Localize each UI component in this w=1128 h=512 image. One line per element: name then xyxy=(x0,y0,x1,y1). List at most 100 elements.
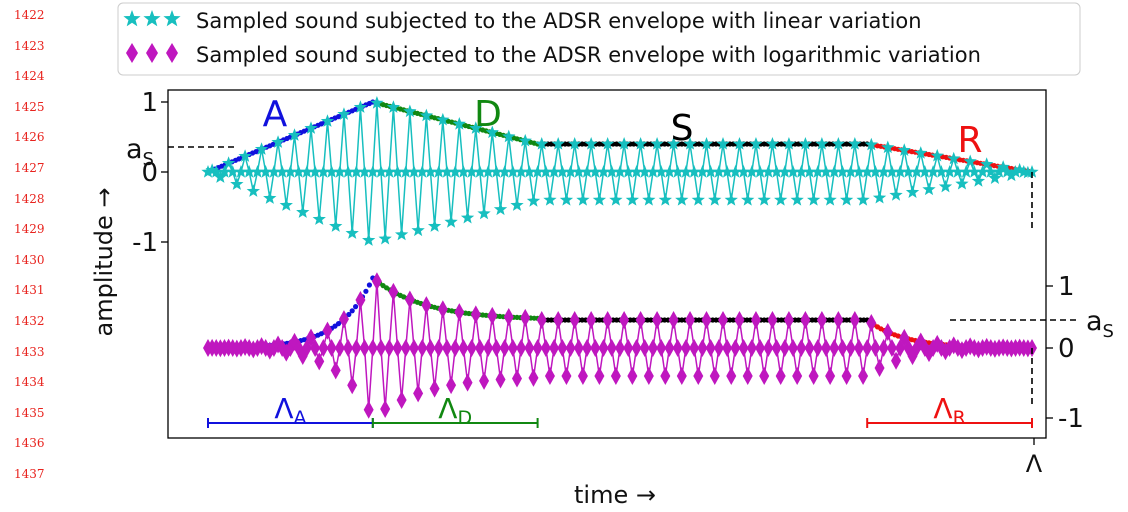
sample-marker-star xyxy=(263,191,277,204)
sample-marker-star xyxy=(403,104,417,118)
sample-marker-diamond xyxy=(771,339,782,357)
sample-marker-diamond xyxy=(763,339,774,357)
sample-marker-star xyxy=(530,165,545,178)
sample-marker-star xyxy=(205,163,219,176)
sample-marker-diamond xyxy=(821,339,831,357)
sample-marker-star xyxy=(1004,168,1019,182)
y-tick-label-bottom: 0 xyxy=(1058,334,1075,364)
sample-marker-diamond xyxy=(429,379,440,398)
sample-marker-star xyxy=(988,171,1002,184)
sample-marker-star xyxy=(324,165,339,178)
sample-marker-star xyxy=(452,117,466,130)
top-panel xyxy=(201,96,1039,246)
duration-label-decay: ΛD xyxy=(438,392,472,429)
sample-marker-star xyxy=(868,165,883,178)
sample-marker-diamond xyxy=(524,339,535,357)
sample-marker-diamond xyxy=(507,339,518,357)
sample-marker-diamond xyxy=(454,303,465,322)
sample-marker-star xyxy=(769,165,784,178)
sample-marker-star xyxy=(1021,165,1035,179)
sample-marker-star xyxy=(333,165,347,178)
sample-marker-diamond xyxy=(668,311,679,329)
sample-marker-star xyxy=(543,193,557,206)
sample-marker-star xyxy=(819,165,833,178)
sample-marker-star xyxy=(806,193,821,206)
sample-marker-star xyxy=(448,165,462,178)
sample-marker-star xyxy=(469,121,483,134)
sample-marker-star xyxy=(246,184,260,197)
sample-marker-star xyxy=(699,137,714,150)
sample-marker-diamond xyxy=(536,311,547,329)
sample-marker-star xyxy=(234,165,248,178)
sample-marker-star xyxy=(901,165,916,178)
sample-marker-star xyxy=(930,148,944,162)
sample-marker-star xyxy=(1012,162,1027,176)
sample-marker-star xyxy=(337,107,351,120)
sample-marker-star xyxy=(938,179,953,193)
sample-marker-star xyxy=(765,137,780,150)
line-number: 1432 xyxy=(14,314,45,328)
sample-marker-star xyxy=(596,165,611,178)
sample-marker-star xyxy=(720,165,734,178)
sample-marker-star xyxy=(856,193,870,206)
line-number: 1429 xyxy=(14,222,45,237)
sample-marker-star xyxy=(497,165,512,178)
sample-marker-star xyxy=(712,165,726,178)
sample-marker-diamond xyxy=(549,339,560,357)
y-tick-label-top: 1 xyxy=(141,88,158,118)
sample-marker-diamond xyxy=(400,339,411,357)
legend-diamond xyxy=(146,43,158,63)
sample-marker-diamond xyxy=(680,339,691,357)
segment-label-d: D xyxy=(474,94,502,135)
sample-marker-star xyxy=(683,137,697,150)
sample-marker-star xyxy=(444,215,458,228)
sample-marker-star xyxy=(778,165,792,178)
sample-marker-diamond xyxy=(441,339,452,357)
sample-marker-star xyxy=(996,160,1010,173)
sample-marker-star xyxy=(613,165,627,178)
sample-marker-star xyxy=(864,137,878,151)
sample-marker-diamond xyxy=(886,339,897,357)
sample-marker-diamond xyxy=(783,311,794,329)
sample-marker-star xyxy=(848,137,862,150)
line-number: 1425 xyxy=(14,99,45,114)
sample-marker-diamond xyxy=(388,282,399,301)
sample-marker-star xyxy=(592,193,607,206)
sample-marker-star xyxy=(394,227,409,241)
sample-marker-star xyxy=(802,165,817,178)
sample-marker-star xyxy=(291,165,306,178)
sample-marker-star xyxy=(271,135,285,148)
sample-marker-star xyxy=(732,137,747,150)
sample-marker-star xyxy=(518,133,532,147)
sample-marker-diamond xyxy=(347,376,358,395)
line-number: 1423 xyxy=(14,38,45,53)
sample-marker-diamond xyxy=(796,339,807,357)
sample-marker-star xyxy=(399,165,413,178)
sample-marker-star xyxy=(951,165,965,178)
sample-marker-star xyxy=(671,165,685,178)
legend-star xyxy=(163,10,181,27)
sample-marker-diamond xyxy=(594,367,605,385)
sample-marker-diamond xyxy=(730,339,741,357)
sample-marker-star xyxy=(914,146,928,159)
sample-marker-diamond xyxy=(516,339,527,357)
sustain-markers: aS aS xyxy=(126,134,1114,342)
sample-marker-diamond xyxy=(577,367,588,385)
sample-marker-star xyxy=(881,140,895,154)
line-number: 1428 xyxy=(14,191,45,206)
sample-marker-diamond xyxy=(660,367,671,385)
legend-frame xyxy=(117,2,1081,76)
sample-marker-star xyxy=(629,165,644,178)
sample-marker-diamond xyxy=(849,311,860,329)
sample-marker-star xyxy=(419,108,434,122)
sample-marker-star xyxy=(703,165,718,178)
sample-marker-diamond xyxy=(858,367,869,385)
sample-marker-diamond xyxy=(709,367,720,385)
sample-marker-diamond xyxy=(615,339,625,357)
sample-marker-star xyxy=(370,96,384,109)
legend-diamond xyxy=(166,43,178,63)
sample-marker-diamond xyxy=(775,367,786,385)
sample-marker-diamond xyxy=(561,367,572,385)
sample-marker-diamond xyxy=(804,339,815,357)
segment-label-r: R xyxy=(957,120,982,161)
